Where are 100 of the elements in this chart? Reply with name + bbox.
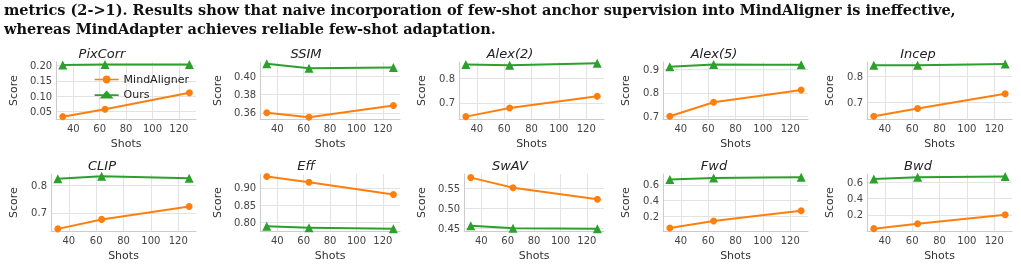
x-tick-label: 100 [142, 122, 163, 134]
y-tick-label: 0.05 [29, 105, 53, 117]
x-axis-title: Shots [110, 137, 142, 150]
x-tick-label: 60 [89, 234, 103, 246]
point [710, 98, 718, 106]
y-tick-label: 0.40 [233, 71, 257, 82]
y-axis-title: Score [211, 186, 224, 218]
point [305, 113, 313, 121]
x-tick-label: 80 [933, 234, 946, 246]
y-tick-label: 0.6 [847, 176, 863, 188]
point [709, 59, 719, 69]
chart-title: PixCorr [78, 46, 128, 61]
y-tick-label: 0.36 [233, 107, 257, 119]
y-tick-label: 0.4 [847, 192, 863, 204]
x-tick-label: 80 [933, 122, 946, 134]
text: metrics (2->1). Results show that naive incorporation of few-shot anchor supervision into MindAligner is ineffective, whereas MindAdapter achieves reliable few-shot adaptation. [4, 0, 957, 38]
y-axis-title: Score [619, 186, 632, 218]
legend-label: MindAligner [123, 73, 190, 86]
point [54, 225, 62, 233]
x-tick-label: 80 [323, 122, 337, 134]
point [101, 105, 109, 113]
point [388, 224, 398, 234]
x-tick-label: 40 [66, 122, 80, 134]
y-axis-title: Score [415, 74, 428, 106]
point [263, 109, 271, 117]
y-tick-label: 0.7 [643, 111, 659, 123]
y-tick-label: 0.15 [29, 75, 53, 87]
y-tick-label: 0.2 [643, 210, 659, 222]
y-tick-label: 0.20 [29, 60, 53, 72]
point [461, 59, 471, 69]
x-tick-label: 60 [501, 234, 515, 246]
x-tick-label: 120 [168, 234, 188, 246]
x-tick-label: 80 [525, 122, 538, 134]
x-tick-label: 120 [576, 122, 596, 134]
x-tick-label: 120 [984, 234, 1004, 246]
point [592, 224, 602, 234]
x-tick-label: 100 [346, 234, 367, 246]
y-axis-title: Score [211, 74, 224, 106]
point [869, 60, 879, 70]
point [305, 178, 313, 186]
point [1001, 211, 1009, 219]
y-tick-label: 0.38 [233, 89, 257, 101]
point [870, 225, 878, 233]
x-tick-label: 80 [527, 234, 541, 246]
y-axis-title: Score [7, 186, 20, 218]
x-tick-label: 40 [62, 234, 76, 246]
point [185, 203, 193, 211]
point [913, 172, 923, 182]
x-tick-label: 60 [701, 122, 715, 134]
x-tick-label: 60 [297, 234, 311, 246]
x-tick-label: 120 [373, 234, 393, 246]
point [710, 217, 718, 225]
y-axis-title: Score [823, 186, 836, 218]
y-tick-label: 0.8 [31, 179, 47, 191]
y-axis-title: Score [619, 74, 632, 106]
point [666, 224, 674, 232]
x-tick-label: 60 [297, 122, 311, 134]
x-tick-label: 80 [729, 234, 742, 246]
x-axis-title: Shots [314, 249, 346, 262]
x-tick-label: 40 [270, 122, 284, 134]
point [389, 190, 397, 198]
y-tick-label: 0.85 [233, 199, 257, 211]
point [59, 113, 67, 121]
point [388, 62, 398, 72]
x-tick-label: 40 [878, 234, 892, 246]
x-tick-label: 120 [169, 122, 189, 134]
x-tick-label: 100 [957, 234, 977, 246]
chart-title: Bwd [904, 158, 933, 173]
point [467, 174, 475, 182]
point [263, 172, 271, 180]
y-tick-label: 0.6 [643, 179, 659, 191]
point [508, 223, 518, 233]
x-tick-label: 100 [549, 122, 569, 134]
x-tick-label: 60 [701, 234, 715, 246]
chart-title: SSIM [290, 46, 322, 61]
point [913, 60, 923, 70]
x-tick-label: 60 [905, 234, 919, 246]
x-tick-label: 100 [346, 122, 367, 134]
y-tick-label: 0.2 [847, 209, 863, 221]
y-tick-label: 0.7 [31, 207, 47, 219]
x-tick-label: 100 [141, 234, 161, 246]
y-tick-label: 0.4 [643, 195, 659, 207]
y-tick-label: 0.7 [847, 96, 863, 108]
x-tick-label: 80 [323, 234, 337, 246]
x-tick-label: 80 [119, 122, 133, 134]
x-tick-label: 100 [550, 234, 571, 246]
x-tick-label: 120 [373, 122, 393, 134]
x-axis-title: Shots [516, 137, 548, 150]
legend-label: Ours [123, 88, 150, 101]
x-axis-title: Shots [924, 249, 956, 262]
point [184, 173, 194, 183]
x-tick-label: 80 [729, 122, 742, 134]
x-tick-label: 120 [780, 122, 800, 134]
point [304, 63, 314, 73]
x-tick-label: 60 [905, 122, 919, 134]
point [98, 215, 106, 223]
y-tick-label: 0.8 [643, 87, 659, 99]
x-tick-label: 40 [878, 122, 892, 134]
chart-title: Alex(2) [485, 46, 534, 61]
y-tick-label: 0.55 [437, 182, 461, 194]
